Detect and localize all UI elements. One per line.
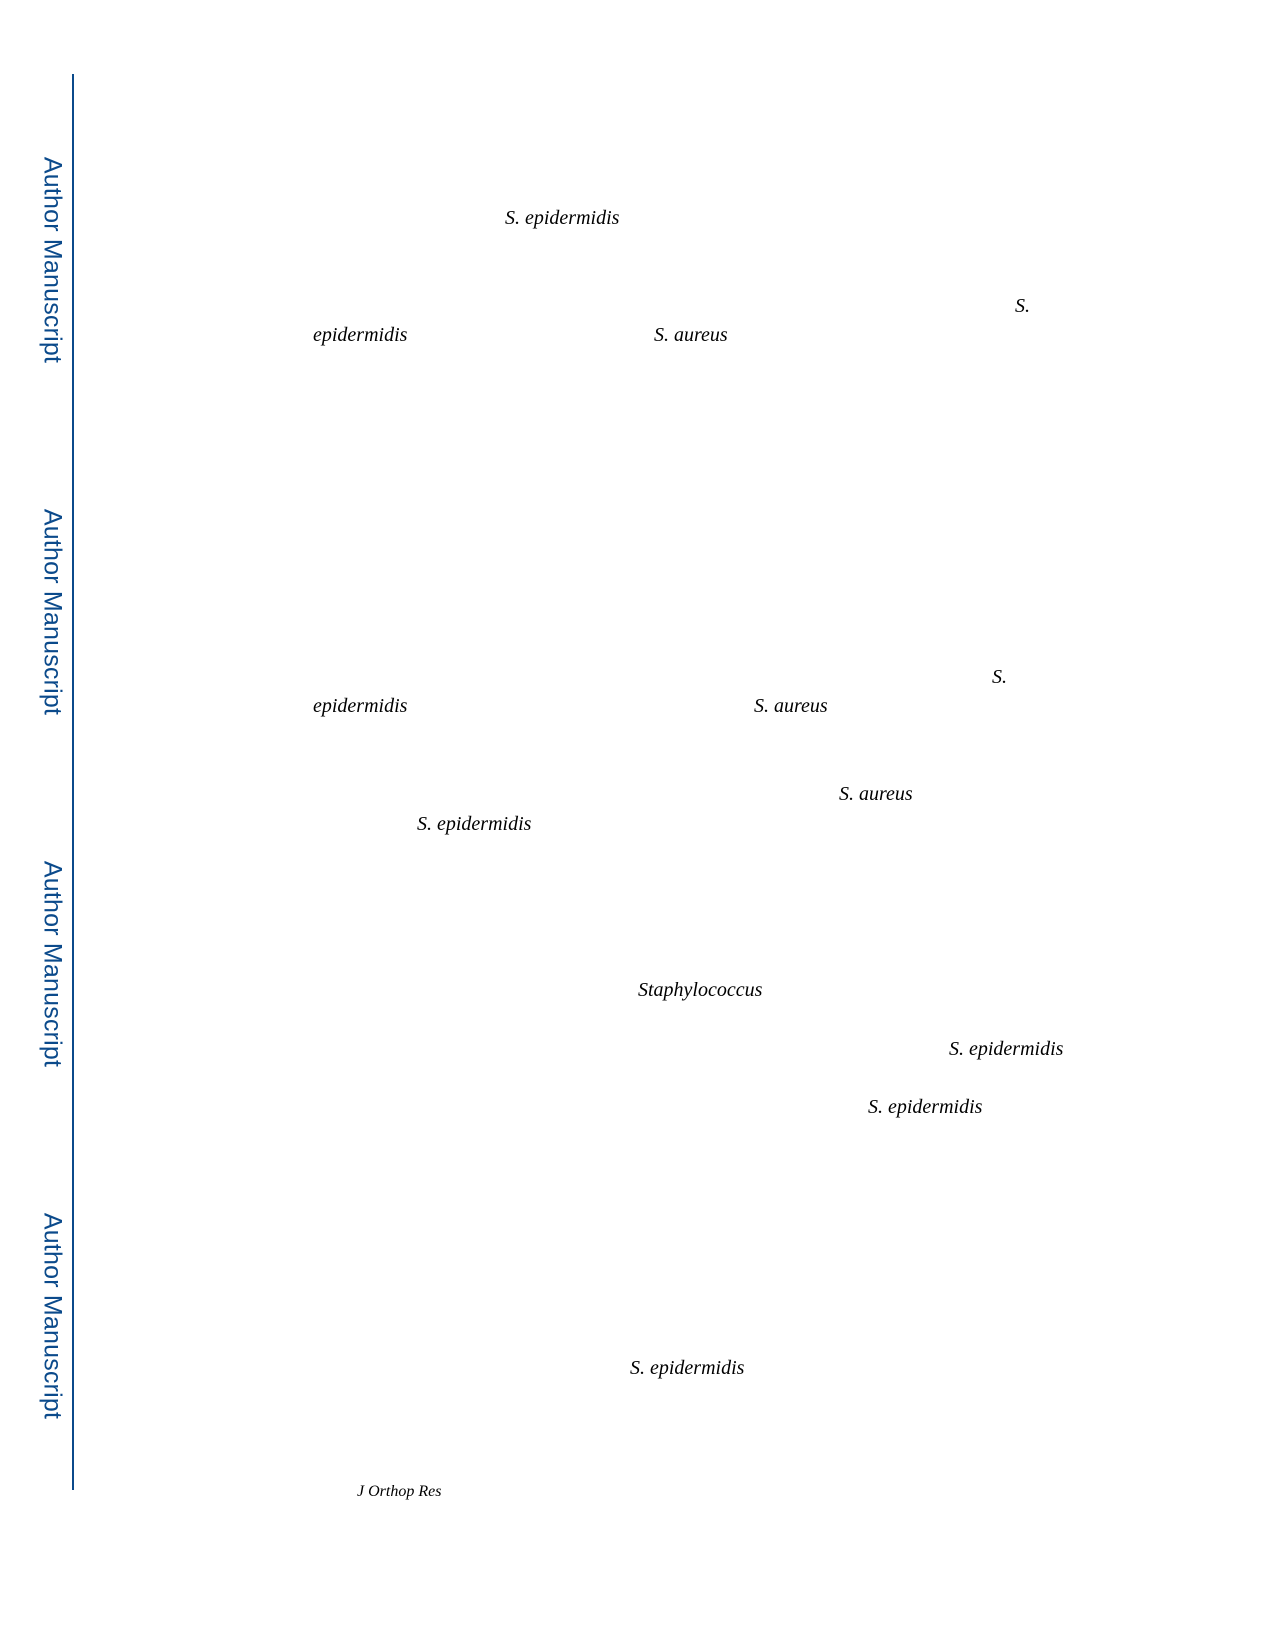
journal-abbreviation: J Orthop Res [357,1483,442,1500]
watermark-text: Author Manuscript [38,156,67,364]
italic-species-name: S. aureus [754,695,828,717]
italic-genus-name: Staphylococcus [638,979,763,1001]
margin-rule [72,74,74,1490]
italic-species-name: S. epidermidis [417,813,532,835]
italic-species-name: S. [992,666,1007,688]
italic-species-name: S. epidermidis [949,1038,1064,1060]
italic-species-name: S. epidermidis [630,1357,745,1379]
italic-species-name: epidermidis [313,324,408,346]
italic-species-name: S. [1015,295,1030,317]
watermark-text: Author Manuscript [38,860,67,1068]
italic-species-name: S. epidermidis [868,1096,983,1118]
watermark-text: Author Manuscript [38,508,67,716]
italic-species-name: epidermidis [313,695,408,717]
italic-species-name: S. epidermidis [505,207,620,229]
italic-species-name: S. aureus [654,324,728,346]
watermark-text: Author Manuscript [38,1212,67,1420]
italic-species-name: S. aureus [839,783,913,805]
